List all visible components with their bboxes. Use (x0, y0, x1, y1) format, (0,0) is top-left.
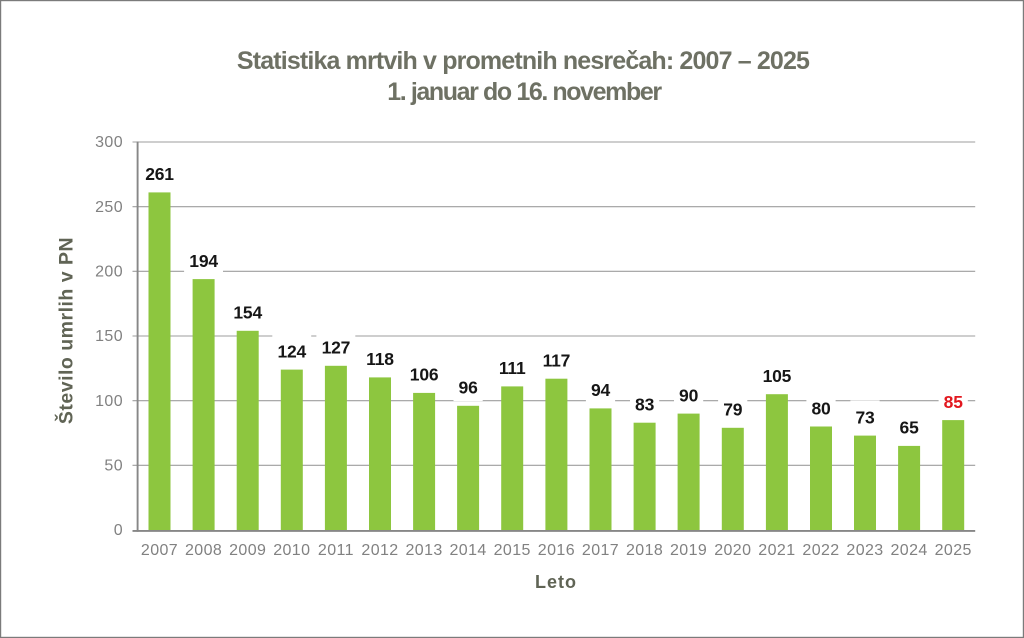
svg-text:85: 85 (944, 392, 964, 412)
svg-text:94: 94 (591, 380, 611, 400)
svg-text:261: 261 (145, 164, 174, 184)
svg-text:2022: 2022 (802, 542, 839, 559)
svg-text:2024: 2024 (890, 542, 927, 559)
svg-text:2021: 2021 (758, 542, 795, 559)
svg-text:2017: 2017 (582, 542, 619, 559)
svg-text:105: 105 (763, 366, 792, 386)
svg-text:150: 150 (95, 328, 123, 345)
svg-text:194: 194 (189, 251, 218, 271)
svg-text:250: 250 (95, 199, 123, 216)
svg-text:65: 65 (900, 418, 920, 438)
svg-text:96: 96 (459, 378, 479, 398)
svg-text:2019: 2019 (670, 542, 707, 559)
svg-text:83: 83 (635, 395, 655, 415)
svg-text:1. januar do 16. november: 1. januar do 16. november (387, 78, 662, 106)
svg-text:Število umrlih v PN: Število umrlih v PN (54, 237, 78, 424)
svg-text:124: 124 (277, 341, 306, 361)
svg-text:Statistika mrtvih v prometnih: Statistika mrtvih v prometnih nesrečah: … (237, 47, 810, 75)
svg-text:200: 200 (95, 264, 123, 281)
svg-text:2007: 2007 (141, 542, 178, 559)
svg-text:2013: 2013 (405, 542, 442, 559)
svg-text:300: 300 (95, 134, 123, 151)
svg-text:90: 90 (679, 385, 699, 405)
svg-text:2015: 2015 (494, 542, 531, 559)
svg-text:117: 117 (543, 351, 571, 371)
svg-text:79: 79 (723, 400, 743, 420)
svg-text:0: 0 (114, 522, 123, 539)
svg-text:2010: 2010 (273, 542, 310, 559)
svg-text:2025: 2025 (935, 542, 972, 559)
svg-text:118: 118 (366, 349, 394, 369)
svg-text:2020: 2020 (714, 542, 751, 559)
svg-text:2008: 2008 (185, 542, 222, 559)
svg-text:2018: 2018 (626, 542, 663, 559)
svg-text:2009: 2009 (229, 542, 266, 559)
svg-text:106: 106 (410, 365, 439, 385)
svg-text:80: 80 (811, 398, 831, 418)
svg-text:50: 50 (104, 458, 123, 475)
svg-text:Leto: Leto (535, 572, 577, 592)
svg-text:100: 100 (95, 393, 123, 410)
svg-text:154: 154 (233, 303, 262, 323)
svg-text:2012: 2012 (361, 542, 398, 559)
svg-text:2016: 2016 (538, 542, 575, 559)
svg-text:127: 127 (322, 338, 351, 358)
svg-text:111: 111 (499, 358, 526, 378)
svg-text:2023: 2023 (846, 542, 883, 559)
svg-text:2014: 2014 (449, 542, 486, 559)
svg-text:73: 73 (855, 407, 875, 427)
svg-text:2011: 2011 (318, 542, 354, 559)
